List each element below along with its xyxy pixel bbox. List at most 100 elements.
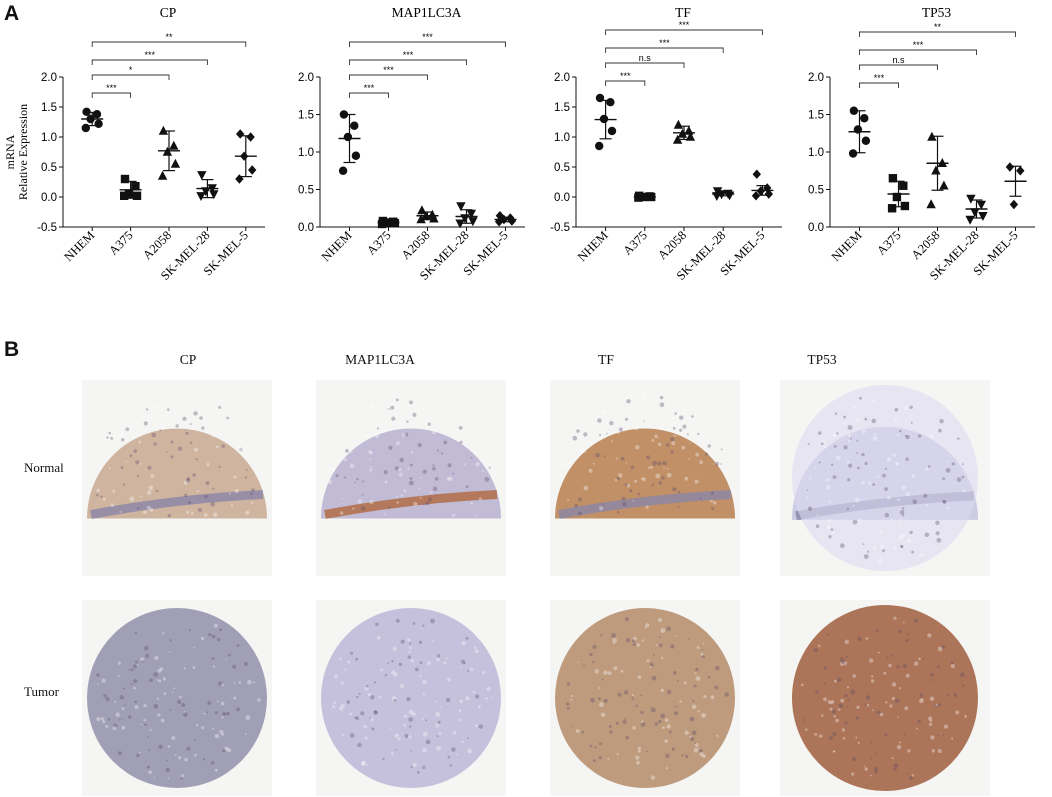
tissue-texture-cp-tumor-8 xyxy=(214,768,218,772)
tissue-texture-tf-normal-61 xyxy=(578,497,583,502)
y-tick-label-tf-0: -0.5 xyxy=(550,222,570,234)
x-tick-label-tp53-0: NHEM xyxy=(829,228,865,264)
tissue-texture-tp53-tumor-131 xyxy=(832,709,836,714)
tissue-texture-tf-tumor-62 xyxy=(658,618,663,623)
tissue-texture-map1lc3a-tumor-36 xyxy=(410,749,413,752)
tissue-texture-tf-tumor-106 xyxy=(635,704,638,707)
tissue-texture-tf-tumor-134 xyxy=(658,719,662,724)
tissue-texture-tf-normal-45 xyxy=(670,450,674,454)
sig-label-tp53-0: *** xyxy=(874,73,885,83)
tissue-texture-tp53-tumor-88 xyxy=(805,728,808,731)
tissue-texture-tp53-tumor-1 xyxy=(833,715,836,718)
tissue-texture-map1lc3a-tumor-99 xyxy=(339,657,342,661)
tissue-texture-tp53-normal-51 xyxy=(806,489,809,492)
data-point-tp53-1-2 xyxy=(892,192,902,202)
tissue-texture-cp-normal-20 xyxy=(133,449,138,453)
tissue-texture-tf-tumor-34 xyxy=(685,754,689,759)
tissue-texture-cp-normal-10 xyxy=(147,490,152,495)
tissue-texture-tf-tumor-93 xyxy=(570,694,574,698)
tissue-texture-cp-tumor-68 xyxy=(165,759,168,762)
tissue-texture-cp-tumor-48 xyxy=(223,712,227,716)
x-tick-label-map1lc3a-0: NHEM xyxy=(319,228,355,264)
tissue-texture-tf-tumor-48 xyxy=(631,694,634,697)
tissue-texture-cp-tumor-80 xyxy=(117,661,121,665)
tissue-texture-tp53-normal-5 xyxy=(815,524,820,528)
tissue-texture-map1lc3a-tumor-1 xyxy=(418,640,423,644)
tissue-texture-tp53-tumor-52 xyxy=(838,703,844,709)
tissue-texture-cp-tumor-42 xyxy=(96,716,101,722)
tissue-texture-tp53-tumor-93 xyxy=(885,701,888,704)
tissue-texture-map1lc3a-tumor-127 xyxy=(393,698,397,702)
tissue-texture-tp53-normal-43 xyxy=(827,518,832,523)
ihc-image-map1lc3a-normal xyxy=(316,380,506,576)
tissue-texture-cp-tumor-63 xyxy=(236,644,240,647)
tissue-texture-cp-tumor-130 xyxy=(211,634,216,639)
tissue-texture-map1lc3a-tumor-19 xyxy=(477,705,481,709)
tissue-texture-tp53-normal-64 xyxy=(911,473,916,478)
tissue-texture-map1lc3a-tumor-28 xyxy=(438,731,442,735)
tissue-texture-cp-tumor-57 xyxy=(169,709,172,711)
tissue-texture-tp53-tumor-41 xyxy=(935,703,938,707)
tissue-texture-tp53-normal-75 xyxy=(864,417,868,421)
tissue-texture-tf-tumor-43 xyxy=(592,660,595,664)
y-axis-label-line2: Relative Expression xyxy=(16,104,30,200)
tissue-texture-map1lc3a-tumor-118 xyxy=(435,700,437,703)
tissue-texture-cp-tumor-81 xyxy=(233,696,237,700)
tissue-texture-map1lc3a-tumor-16 xyxy=(361,762,366,766)
tissue-texture-tp53-tumor-66 xyxy=(856,705,860,709)
tissue-texture-cp-normal-54 xyxy=(98,466,101,470)
tissue-texture-map1lc3a-normal-88 xyxy=(437,449,440,452)
tissue-texture-map1lc3a-tumor-21 xyxy=(472,690,476,694)
tissue-texture-map1lc3a-normal-103 xyxy=(335,474,339,478)
tissue-texture-cp-normal-57 xyxy=(102,438,108,443)
tissue-texture-cp-tumor-133 xyxy=(149,728,152,732)
tissue-texture-cp-tumor-115 xyxy=(172,691,174,693)
tissue-texture-cp-normal-33 xyxy=(183,480,189,485)
tissue-texture-tp53-normal-26 xyxy=(945,468,951,473)
data-point-map1lc3a-1-4 xyxy=(377,219,387,229)
tissue-texture-map1lc3a-normal-122 xyxy=(401,432,407,438)
tissue-texture-tf-tumor-102 xyxy=(691,730,697,736)
tissue-texture-tf-tumor-136 xyxy=(664,718,669,722)
ihc-image-cp-tumor xyxy=(82,600,272,796)
tissue-texture-map1lc3a-tumor-67 xyxy=(332,705,336,709)
tissue-texture-map1lc3a-normal-131 xyxy=(432,467,436,471)
tissue-texture-cp-tumor-64 xyxy=(193,646,196,649)
tissue-texture-tf-tumor-55 xyxy=(694,743,699,747)
tissue-texture-cp-tumor-37 xyxy=(244,733,247,736)
tissue-texture-cp-normal-119 xyxy=(100,495,103,498)
tissue-texture-cp-tumor-50 xyxy=(194,753,197,757)
tissue-texture-cp-normal-56 xyxy=(195,458,198,461)
tissue-texture-map1lc3a-normal-23 xyxy=(398,472,403,477)
tissue-texture-tp53-tumor-117 xyxy=(823,666,827,670)
tissue-texture-map1lc3a-normal-56 xyxy=(394,466,399,471)
tissue-texture-tp53-tumor-74 xyxy=(813,648,818,653)
tissue-texture-cp-normal-17 xyxy=(193,411,198,416)
tissue-texture-tf-tumor-37 xyxy=(652,653,655,656)
data-point-tp53-4-2 xyxy=(1009,199,1019,210)
tissue-texture-tp53-normal-78 xyxy=(942,500,947,504)
tissue-texture-cp-tumor-105 xyxy=(247,680,252,685)
tissue-texture-map1lc3a-normal-82 xyxy=(459,440,463,444)
tissue-texture-tp53-tumor-28 xyxy=(951,737,954,740)
tissue-texture-tp53-normal-101 xyxy=(822,440,826,444)
tissue-texture-cp-normal-128 xyxy=(226,416,230,420)
tissue-texture-tf-normal-129 xyxy=(704,452,709,456)
tissue-texture-tp53-tumor-132 xyxy=(893,616,897,620)
tissue-texture-cp-tumor-126 xyxy=(179,695,182,699)
tissue-texture-map1lc3a-normal-110 xyxy=(360,506,366,511)
tissue-texture-tp53-tumor-85 xyxy=(896,665,900,669)
sig-label-cp-0: *** xyxy=(106,83,117,93)
tissue-texture-tf-tumor-121 xyxy=(589,744,593,748)
tissue-texture-cp-tumor-52 xyxy=(202,758,206,761)
sig-bracket-cp-3 xyxy=(91,41,247,47)
tissue-texture-tp53-tumor-125 xyxy=(852,674,856,678)
tissue-texture-map1lc3a-tumor-112 xyxy=(340,681,344,685)
tissue-texture-map1lc3a-normal-114 xyxy=(410,451,414,454)
tissue-texture-cp-normal-45 xyxy=(175,424,179,428)
tissue-texture-map1lc3a-tumor-73 xyxy=(409,646,412,650)
tissue-texture-cp-tumor-51 xyxy=(233,682,236,684)
tissue-texture-tf-tumor-16 xyxy=(640,721,646,727)
tissue-texture-map1lc3a-normal-10 xyxy=(349,463,355,469)
tissue-texture-tf-normal-21 xyxy=(651,438,655,442)
